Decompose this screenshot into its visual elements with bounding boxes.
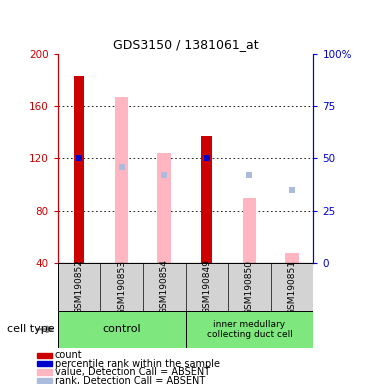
Text: rank, Detection Call = ABSENT: rank, Detection Call = ABSENT [55, 376, 205, 384]
Text: GSM190850: GSM190850 [245, 260, 254, 314]
Text: count: count [55, 350, 82, 360]
Text: GSM190851: GSM190851 [288, 260, 297, 314]
Text: GSM190849: GSM190849 [202, 260, 211, 314]
Bar [73, 76, 84, 263]
Bar [285, 253, 299, 263]
Text: control: control [102, 324, 141, 334]
Text: cell type: cell type [7, 324, 55, 334]
Bar [58, 311, 186, 348]
Bar [201, 136, 212, 263]
Text: inner medullary
collecting duct cell: inner medullary collecting duct cell [207, 319, 292, 339]
Text: GSM190852: GSM190852 [74, 260, 83, 314]
Text: percentile rank within the sample: percentile rank within the sample [55, 359, 220, 369]
Text: GSM190854: GSM190854 [160, 260, 169, 314]
Text: value, Detection Call = ABSENT: value, Detection Call = ABSENT [55, 367, 210, 377]
Bar [115, 97, 128, 263]
Bar [186, 311, 313, 348]
Text: GSM190853: GSM190853 [117, 260, 126, 314]
Bar [243, 198, 256, 263]
Bar [157, 153, 171, 263]
Title: GDS3150 / 1381061_at: GDS3150 / 1381061_at [113, 38, 258, 51]
